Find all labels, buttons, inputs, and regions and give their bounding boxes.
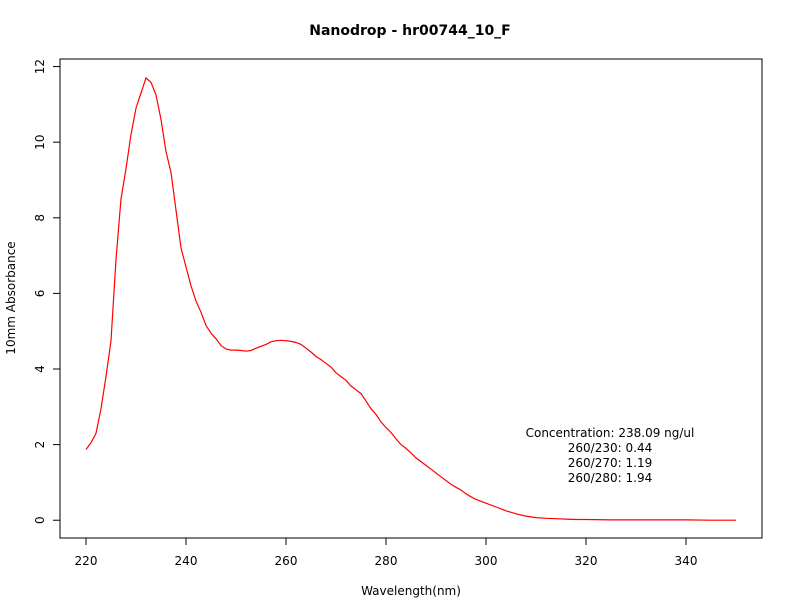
x-tick-label-4: 300 — [475, 554, 498, 568]
annotation-line-2: 260/270: 1.19 — [568, 456, 652, 470]
annotation-line-3: 260/280: 1.94 — [568, 471, 652, 485]
annotation-line-1: 260/230: 0.44 — [568, 441, 652, 455]
x-axis-label: Wavelength(nm) — [361, 584, 461, 598]
absorbance-line — [85, 76, 736, 521]
y-tick-label-2: 4 — [33, 365, 47, 373]
y-tick-label-5: 10 — [33, 135, 47, 150]
y-tick-label-0: 0 — [33, 516, 47, 524]
x-tick-label-2: 260 — [275, 554, 298, 568]
y-tick-label-3: 6 — [33, 290, 47, 298]
x-tick-label-3: 280 — [375, 554, 398, 568]
y-tick-label-6: 12 — [33, 59, 47, 74]
plot-frame — [59, 58, 763, 539]
x-tick-label-1: 240 — [175, 554, 198, 568]
x-tick-label-0: 220 — [75, 554, 98, 568]
y-tick-label-1: 2 — [33, 441, 47, 449]
chart-title: Nanodrop - hr00744_10_F — [309, 23, 511, 39]
y-tick-label-4: 8 — [33, 214, 47, 222]
x-tick-label-6: 340 — [675, 554, 698, 568]
x-tick-label-5: 320 — [575, 554, 598, 568]
y-axis: 0 2 4 6 8 10 12 — [33, 59, 60, 524]
y-axis-label: 10mm Absorbance — [4, 241, 18, 354]
x-axis: 220 240 260 280 300 320 340 — [75, 538, 698, 568]
annotation-line-0: Concentration: 238.09 ng/ul — [526, 426, 695, 440]
